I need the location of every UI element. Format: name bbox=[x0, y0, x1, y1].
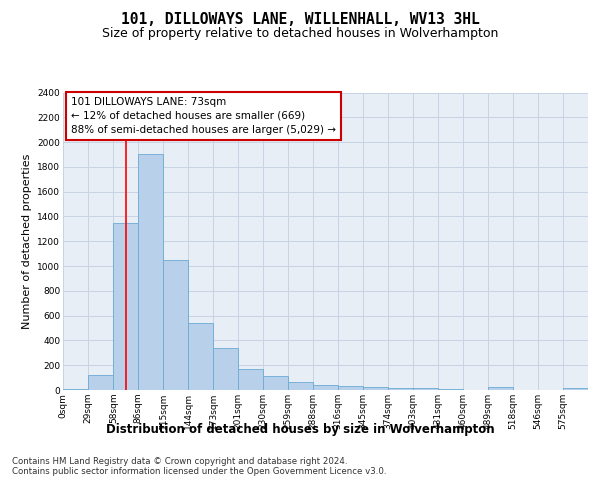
Text: Distribution of detached houses by size in Wolverhampton: Distribution of detached houses by size … bbox=[106, 422, 494, 436]
Bar bbox=[388, 388, 413, 390]
Bar bbox=[63, 389, 88, 390]
Text: Size of property relative to detached houses in Wolverhampton: Size of property relative to detached ho… bbox=[102, 28, 498, 40]
Bar bbox=[313, 385, 338, 390]
Text: Contains public sector information licensed under the Open Government Licence v3: Contains public sector information licen… bbox=[12, 467, 386, 476]
Bar bbox=[363, 387, 388, 390]
Bar bbox=[563, 388, 588, 390]
Bar bbox=[214, 348, 238, 390]
Y-axis label: Number of detached properties: Number of detached properties bbox=[22, 154, 32, 329]
Bar bbox=[263, 376, 288, 390]
Bar bbox=[88, 374, 113, 390]
Bar bbox=[288, 382, 313, 390]
Text: 101 DILLOWAYS LANE: 73sqm
← 12% of detached houses are smaller (669)
88% of semi: 101 DILLOWAYS LANE: 73sqm ← 12% of detac… bbox=[71, 97, 336, 135]
Bar bbox=[163, 260, 188, 390]
Bar bbox=[413, 388, 437, 390]
Bar bbox=[188, 323, 214, 390]
Text: Contains HM Land Registry data © Crown copyright and database right 2024.: Contains HM Land Registry data © Crown c… bbox=[12, 457, 347, 466]
Text: 101, DILLOWAYS LANE, WILLENHALL, WV13 3HL: 101, DILLOWAYS LANE, WILLENHALL, WV13 3H… bbox=[121, 12, 479, 28]
Bar bbox=[238, 369, 263, 390]
Bar bbox=[488, 387, 513, 390]
Bar bbox=[113, 224, 138, 390]
Bar bbox=[338, 386, 363, 390]
Bar bbox=[138, 154, 163, 390]
